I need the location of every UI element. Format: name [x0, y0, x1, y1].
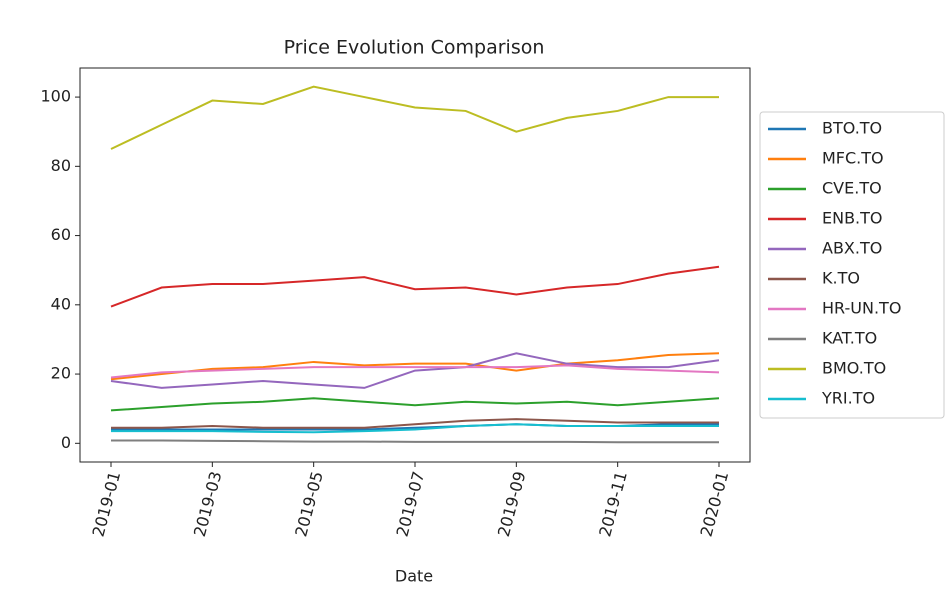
legend-label: ENB.TO	[822, 209, 883, 228]
legend-label: MFC.TO	[822, 149, 884, 168]
series-line	[110, 397, 720, 412]
legend-label: HR-UN.TO	[822, 299, 901, 318]
legend-label: ABX.TO	[822, 239, 882, 258]
y-tick-label: 80	[51, 156, 71, 175]
series-line	[110, 265, 720, 308]
series-line	[110, 352, 720, 381]
x-axis-label: Date	[395, 567, 433, 586]
y-tick-label: 0	[61, 433, 71, 452]
series-line	[110, 364, 720, 379]
series-line	[111, 418, 719, 429]
legend-label: YRI.TO	[821, 389, 875, 408]
series-line	[111, 439, 719, 444]
y-tick-label: 40	[51, 294, 71, 313]
series-line	[111, 423, 719, 434]
y-tick-label: 60	[51, 225, 71, 244]
series-line	[110, 85, 719, 150]
chart-title: Price Evolution Comparison	[284, 37, 545, 59]
legend-label: BTO.TO	[822, 119, 882, 138]
series-line	[110, 352, 720, 389]
legend-label: CVE.TO	[822, 179, 882, 198]
y-tick-label: 20	[51, 364, 71, 383]
legend-label: K.TO	[822, 269, 860, 288]
legend-label: BMO.TO	[822, 359, 886, 378]
y-tick-label: 100	[40, 87, 71, 106]
legend-label: KAT.TO	[822, 329, 877, 348]
